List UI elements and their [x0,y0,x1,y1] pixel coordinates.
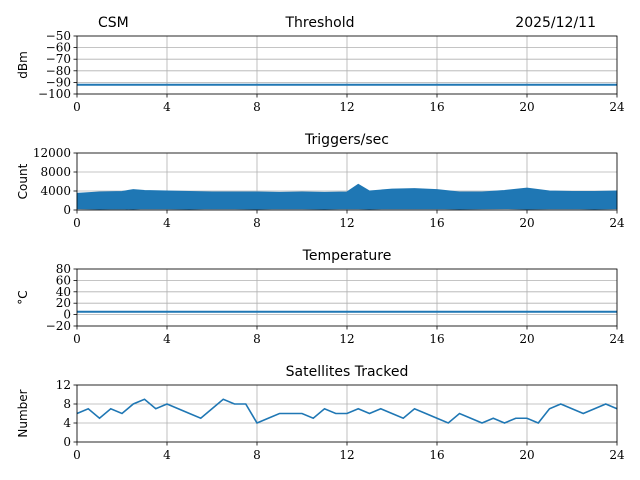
chart-panel-4: 0 4 8 12 16 20 24 0 4 8 12 Satellites Tracked Number [16,364,625,462]
axes-frame [76,268,618,327]
panel-title: Satellites Tracked [286,364,409,380]
x-tick-label: 16 [429,216,444,230]
y-axis-label: °C [16,290,30,304]
chart-panels: 0 4 8 12 16 20 24 −50−60−70−80−90−100 dBm 0 4 8 12 16… [16,29,625,462]
x-tick-label: 8 [253,448,261,462]
y-axis-label: Count [16,163,30,199]
y-tick-label: −60 [46,41,71,55]
y-tick-label: −90 [46,75,71,89]
x-tick-label: 16 [429,332,444,346]
axes-frame [76,384,618,443]
x-tick-label: 0 [73,100,81,114]
x-tick-label: 4 [163,332,171,346]
x-tick-label: 20 [519,332,534,346]
y-tick-label: 8000 [40,165,71,179]
panel-title: Temperature [302,248,392,264]
x-tick-label: 20 [519,216,534,230]
y-tick-label: −50 [46,29,71,43]
y-tick-label: 8 [63,397,71,411]
x-tick-label: 0 [73,332,81,346]
y-axis-label: dBm [16,51,30,79]
y-tick-label: 0 [63,203,71,217]
x-tick-label: 24 [609,448,625,462]
y-tick-label: 12000 [33,146,71,160]
x-tick-label: 24 [609,216,625,230]
y-tick-label: 12 [56,378,71,392]
x-tick-label: 8 [253,100,261,114]
y-tick-label: 80 [56,262,71,276]
x-tick-label: 24 [609,100,625,114]
y-axis-label: Number [16,389,30,437]
y-tick-label: 20 [56,296,71,310]
header-date: 2025/12/11 [515,15,596,31]
axes-frame [76,152,618,211]
header-left: CSM [98,15,129,31]
y-tick-label: 0 [63,435,71,449]
y-tick-label: 60 [56,273,71,287]
series-line [76,398,618,425]
y-tick-label: 0 [63,308,71,322]
x-tick-label: 4 [163,216,171,230]
y-tick-label: 40 [56,285,71,299]
x-tick-label: 20 [519,448,534,462]
header-center: Threshold [285,15,355,31]
y-tick-label: −80 [46,64,71,78]
x-tick-label: 16 [429,100,444,114]
x-tick-label: 12 [339,216,354,230]
x-tick-label: 4 [163,448,171,462]
y-tick-label: −20 [46,319,71,333]
x-tick-label: 16 [429,448,444,462]
x-tick-label: 0 [73,216,81,230]
y-tick-label: 4 [63,416,71,430]
y-tick-label: 4000 [40,184,71,198]
chart-panel-2: 0 4 8 12 16 20 24 0 4000 8000 12000 Triggers/sec Cou… [16,132,625,230]
x-tick-label: 8 [253,332,261,346]
x-tick-label: 20 [519,100,534,114]
y-tick-label: −100 [38,87,71,101]
panel-title: Triggers/sec [304,132,389,148]
x-tick-label: 0 [73,448,81,462]
x-tick-label: 12 [339,332,354,346]
x-tick-label: 12 [339,448,354,462]
y-tick-label: −70 [46,52,71,66]
axes-frame [76,35,618,95]
x-tick-label: 12 [339,100,354,114]
x-tick-label: 4 [163,100,171,114]
x-tick-label: 8 [253,216,261,230]
chart-panel-1: 0 4 8 12 16 20 24 −50−60−70−80−90−100 dBm [16,29,625,114]
x-tick-label: 24 [609,332,625,346]
